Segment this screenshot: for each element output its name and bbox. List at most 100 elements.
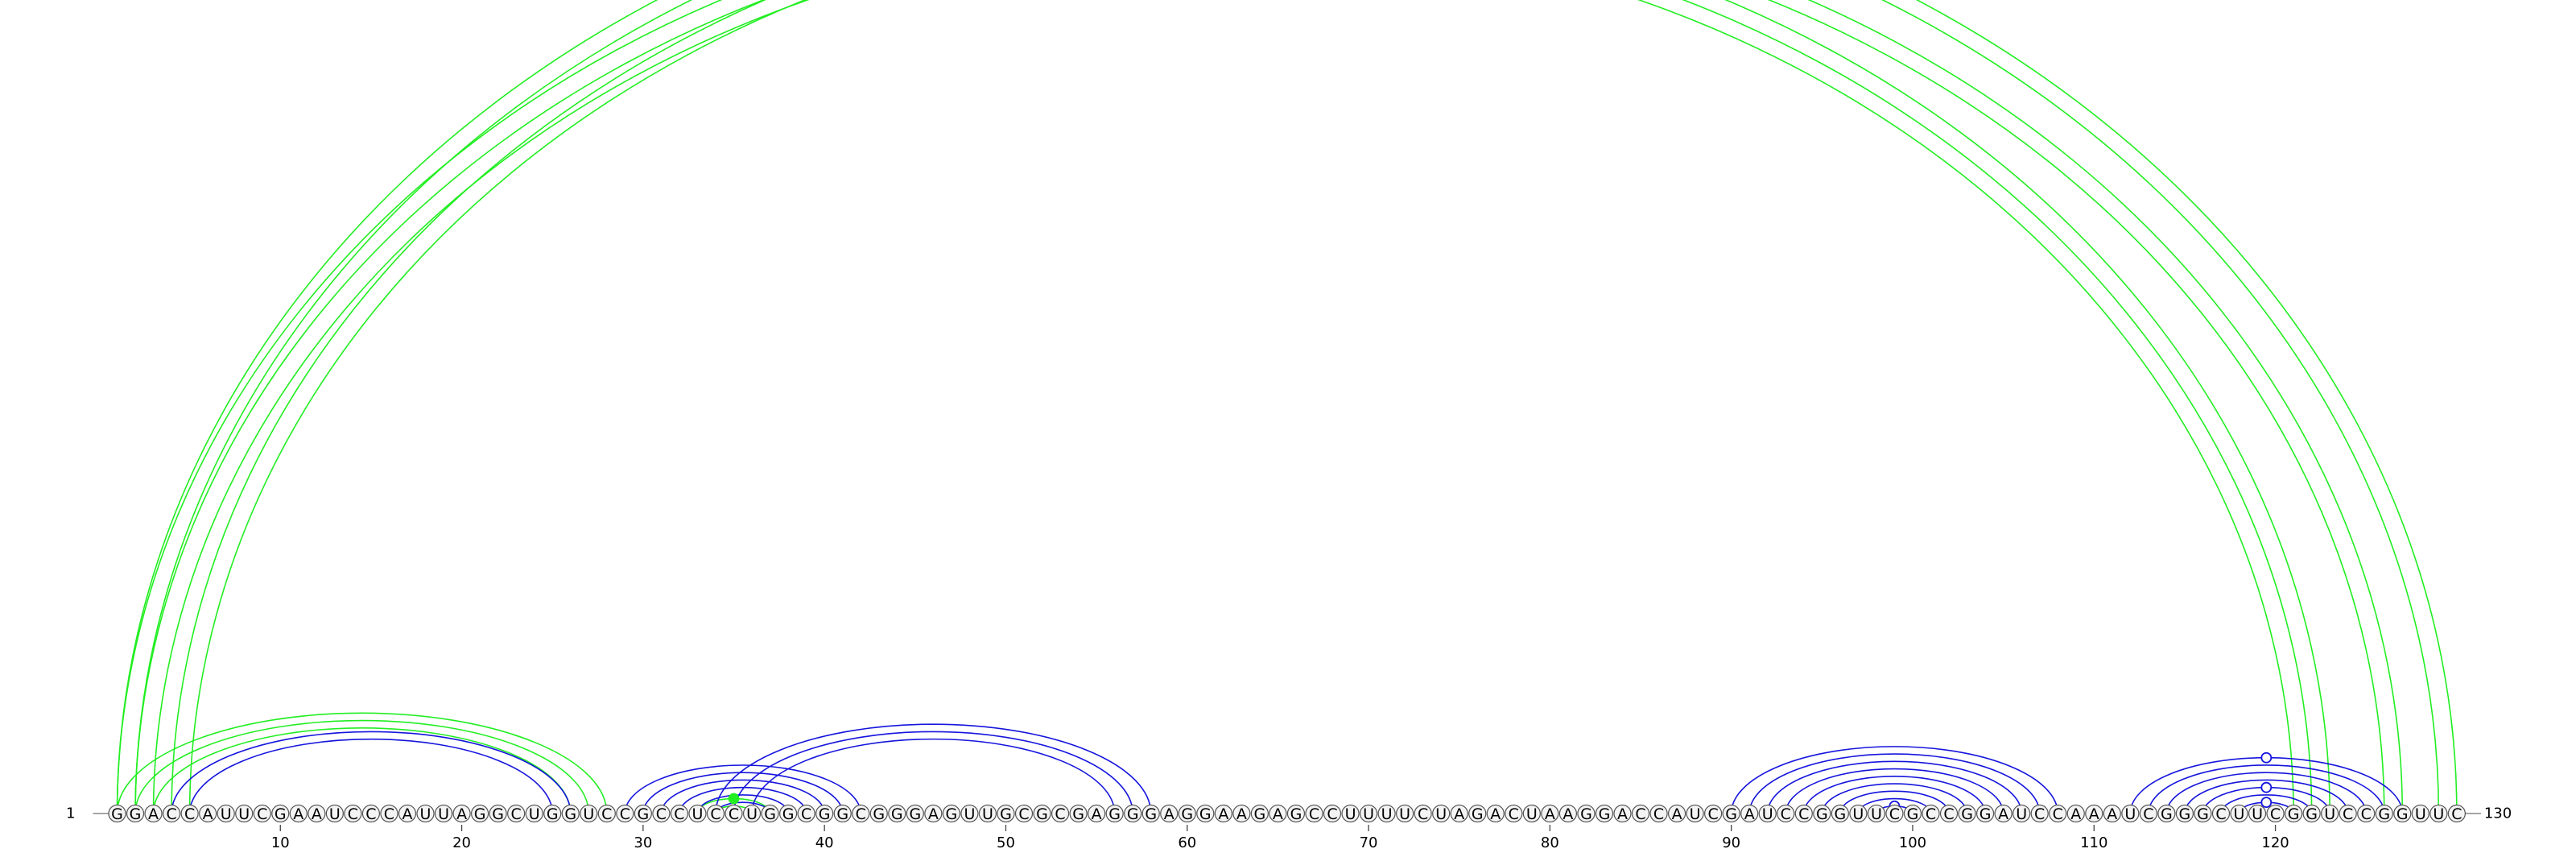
nucleotide-circle [1777,804,1795,823]
nucleotide-letter: C [384,805,394,823]
nucleotide-letter: G [819,805,831,823]
nucleotide-letter: G [1181,805,1193,823]
nucleotide-65: A [1269,804,1287,823]
nucleotide-22: G [489,804,507,823]
nucleotide-letter: C [1055,805,1065,823]
nucleotide-letter: A [203,805,213,823]
nucleotide-8: U [235,804,254,823]
nucleotide-circle [1975,804,1995,823]
nucleotide-letter: C [1509,805,1519,823]
nucleotide-115: G [2175,804,2194,823]
nucleotide-70: U [1359,804,1378,823]
nucleotide-37: G [761,804,779,823]
nucleotide-circle [253,804,271,823]
nucleotide-letter: A [1236,805,1247,823]
nucleotide-113: C [2139,804,2157,823]
nucleotide-circle [543,804,562,823]
tick-label-20: 20 [452,834,471,851]
nucleotide-13: U [325,804,344,823]
nucleotide-78: C [1505,804,1523,823]
blue-lower-arc-layer [171,723,2404,814]
nucleotide-letter: U [1690,805,1701,823]
nucleotide-letter: A [1672,805,1682,823]
tick-label-70: 70 [1360,834,1378,851]
nucleotide-circle [561,804,580,823]
nucleotide-circle [1667,804,1686,823]
nucleotide-44: G [888,804,906,823]
nucleotide-letter: G [1254,805,1266,823]
nucleotide-circle [2285,804,2303,823]
nucleotide-circle [652,804,671,823]
blue-arc-115-124 [2184,779,2349,814]
nucleotide-circle [1414,804,1432,823]
nucleotide-letter: G [2161,805,2173,823]
nucleotide-35: C [724,804,743,823]
nucleotide-letter: C [348,805,358,823]
nucleotide-circle [2121,804,2140,823]
nucleotide-33: U [688,804,707,823]
nucleotide-circle [434,804,453,823]
nucleotide-circle [1831,804,1849,823]
nucleotide-letter: U [1526,805,1538,823]
nucleotide-30: G [634,804,652,823]
nucleotide-circle [888,804,906,823]
nucleotide-circle [1214,804,1232,823]
nucleotide-circle [724,804,743,823]
nucleotide-letter: U [1399,805,1410,823]
nucleotide-circle [1903,804,1922,823]
nucleotide-letter: U [1871,805,1882,823]
nucleotide-circle [1613,804,1632,823]
nucleotide-circle [162,804,181,823]
nucleotide-circle [1323,804,1342,823]
blue-arc-92-106 [1766,760,2022,814]
nucleotide-letter: C [1889,805,1900,823]
nucleotide-circle [1649,804,1668,823]
tick-label-80: 80 [1541,834,1559,851]
nucleotide-letter: G [547,805,559,823]
nucleotide-circle [833,804,852,823]
nucleotide-26: G [561,804,580,823]
nucleotide-67: C [1305,804,1323,823]
nucleotide-circle [2139,804,2157,823]
nucleotide-85: C [1631,804,1650,823]
nucleotide-circle [1541,804,1559,823]
nucleotide-86: C [1649,804,1668,823]
nucleotide-letter: C [801,805,811,823]
nucleotide-circle [2049,804,2067,823]
nucleotide-letter: C [166,805,176,823]
nucleotide-61: G [1196,804,1215,823]
nucleotide-circle [1105,804,1124,823]
nucleotide-circle [869,804,888,823]
nucleotide-letter: G [1199,805,1212,823]
nucleotide-104: G [1975,804,1995,823]
nucleotide-circle [199,804,217,823]
nucleotide-21: G [470,804,489,823]
nucleotide-letter: A [148,805,159,823]
nucleotide-letter: G [836,805,848,823]
nucleotide-letter: U [329,805,341,823]
nucleotide-letter: C [1781,805,1791,823]
nucleotide-68: C [1323,804,1342,823]
nucleotide-116: G [2194,804,2212,823]
nucleotide-circle [616,804,634,823]
nucleotide-circle [235,804,254,823]
nucleotide-circle [2375,804,2393,823]
tick-layer: 10 20 30 40 50 60 70 80 90 100 110 120 [271,825,2289,851]
nucleotide-circle [2230,804,2248,823]
nucleotide-circle [507,804,526,823]
nucleotide-3: A [144,804,163,823]
nucleotide-55: A [1088,804,1106,823]
nucleotide-circle [2211,804,2231,823]
green-upper-arc-layer [118,0,2457,814]
nucleotide-letter: U [221,805,232,823]
nucleotide-letter: C [1018,805,1029,823]
nucleotide-circle [1141,804,1160,823]
blue-arc-31-40 [660,779,825,814]
nucleotide-circle [1196,804,1215,823]
nucleotide-letter: G [782,805,795,823]
blue-arc-93-105 [1785,768,2004,814]
nucleotide-letter: U [1762,805,1773,823]
nucleotide-circle [924,804,943,823]
nucleotide-31: C [652,804,671,823]
nucleotide-114: G [2157,804,2176,823]
